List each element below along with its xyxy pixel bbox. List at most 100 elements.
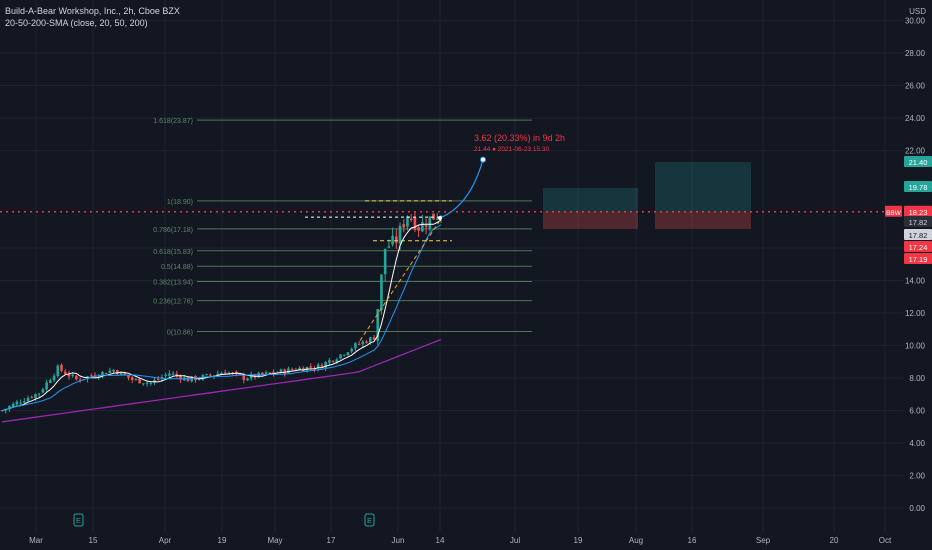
candle-body xyxy=(56,365,60,377)
time-tick-label: Jul xyxy=(510,536,520,545)
indicator-label[interactable]: 20-50-200-SMA (close, 20, 50, 200) xyxy=(5,18,148,28)
long-position-profit-zone[interactable] xyxy=(543,188,638,212)
sma-50-line xyxy=(1,224,442,412)
candle-body xyxy=(279,369,283,373)
projection-end-point[interactable] xyxy=(480,156,486,163)
long-position-profit-zone[interactable] xyxy=(655,162,751,212)
time-tick-label: 19 xyxy=(574,536,583,545)
price-badge xyxy=(904,241,932,252)
chart-legend: Build-A-Bear Workshop, Inc., 2h, Cboe BZ… xyxy=(5,5,180,29)
projection-curve[interactable] xyxy=(439,159,484,219)
price-tick-label: 6.00 xyxy=(909,407,925,416)
price-badge-label: 19.78 xyxy=(909,183,928,192)
earnings-icon[interactable] xyxy=(364,513,375,527)
projection-sub-label: 21.44 ● 2021-06-23 15:30 xyxy=(474,146,550,153)
earnings-icon[interactable] xyxy=(73,513,84,527)
candle-body xyxy=(19,402,22,404)
candle-body xyxy=(309,366,313,368)
projection-label: 3.62 (20.33%) in 9d 2h xyxy=(474,133,565,143)
fib-level-label: 0.5(14.88) xyxy=(161,264,193,271)
candle-body xyxy=(71,374,74,376)
candle-body xyxy=(391,235,394,245)
long-position-stop-zone[interactable] xyxy=(655,211,751,229)
sma-200-curve xyxy=(1,338,442,423)
candle-body xyxy=(116,370,119,375)
candle-body xyxy=(220,373,223,375)
candle-body xyxy=(417,227,420,231)
price-badge-label: 17.24 xyxy=(909,243,928,252)
candle-body xyxy=(354,343,357,349)
candle-body xyxy=(380,274,383,311)
trend-line[interactable] xyxy=(359,220,441,341)
candle-body xyxy=(209,374,212,376)
candle-body xyxy=(223,372,227,374)
candle-body xyxy=(346,352,350,356)
symbol-title[interactable]: Build-A-Bear Workshop, Inc., 2h, Cboe BZ… xyxy=(5,6,180,16)
candle-body xyxy=(372,337,376,340)
fib-level-label: 0.786(17.18) xyxy=(153,227,193,234)
candle-body xyxy=(130,377,134,380)
candle-body xyxy=(409,218,413,220)
time-tick-label: 15 xyxy=(89,536,98,545)
candle-body xyxy=(342,354,346,356)
candle-body xyxy=(171,373,175,375)
candle-body xyxy=(424,225,428,227)
candle-body xyxy=(261,372,264,375)
projection-start-point[interactable] xyxy=(438,215,442,220)
candle-body xyxy=(383,248,387,275)
time-tick-label: 20 xyxy=(830,536,839,545)
candle-body xyxy=(268,372,272,374)
price-badge xyxy=(904,253,932,264)
earnings-label: E xyxy=(76,518,81,525)
price-tick-label: 8.00 xyxy=(909,374,925,383)
candle-body xyxy=(320,365,324,368)
fib-level-label: 0.618(15.83) xyxy=(153,249,193,256)
candle-body xyxy=(238,373,242,375)
candlesticks xyxy=(0,211,443,414)
candle-body xyxy=(205,374,208,376)
candle-body xyxy=(11,403,15,408)
candle-body xyxy=(41,389,45,393)
candle-body xyxy=(313,368,316,370)
price-tick-label: 26.00 xyxy=(905,82,926,91)
currency-label: USD xyxy=(909,7,926,16)
time-tick-label: 14 xyxy=(436,536,445,545)
sma-lines xyxy=(1,200,452,412)
time-tick-label: Jun xyxy=(392,536,405,545)
earnings-label: E xyxy=(367,518,372,525)
candle-body xyxy=(34,393,37,399)
long-position-stop-zone[interactable] xyxy=(543,211,638,229)
fib-level-label: 1(18.90) xyxy=(167,199,193,206)
price-tick-label: 28.00 xyxy=(905,49,926,58)
price-badge-label: 21.40 xyxy=(909,158,928,167)
candle-body xyxy=(406,216,409,227)
candle-body xyxy=(376,309,380,341)
candle-body xyxy=(78,379,82,381)
price-tick-label: 24.00 xyxy=(905,114,926,123)
candle-body xyxy=(156,378,160,380)
price-badge xyxy=(904,229,932,240)
candle-body xyxy=(108,370,112,373)
candle-body xyxy=(357,343,361,345)
candle-body xyxy=(242,374,246,381)
symbol-tag[interactable] xyxy=(885,205,902,217)
candle-body xyxy=(402,224,406,228)
price-tick-label: 22.00 xyxy=(905,147,926,156)
candle-body xyxy=(290,369,294,371)
price-axis: 30.0028.0026.0024.0022.0016.0014.0012.00… xyxy=(903,0,932,550)
candle-body xyxy=(123,373,127,376)
candle-body xyxy=(101,371,104,376)
candle-body xyxy=(361,341,365,345)
time-tick-label: 16 xyxy=(688,536,697,545)
candle-body xyxy=(216,373,220,376)
candle-body xyxy=(283,369,287,374)
candle-body xyxy=(398,225,402,244)
price-tick-label: 0.00 xyxy=(909,504,925,513)
candle-body xyxy=(8,406,11,410)
candle-body xyxy=(119,372,123,376)
candle-body xyxy=(134,379,138,381)
candle-body xyxy=(328,360,331,363)
candle-body xyxy=(15,401,19,405)
candle-body xyxy=(316,364,320,369)
